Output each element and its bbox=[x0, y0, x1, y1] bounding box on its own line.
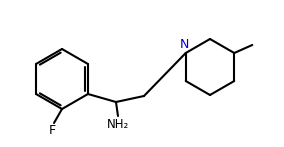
Text: NH₂: NH₂ bbox=[107, 117, 129, 131]
Text: F: F bbox=[49, 125, 56, 137]
Text: N: N bbox=[180, 38, 189, 51]
